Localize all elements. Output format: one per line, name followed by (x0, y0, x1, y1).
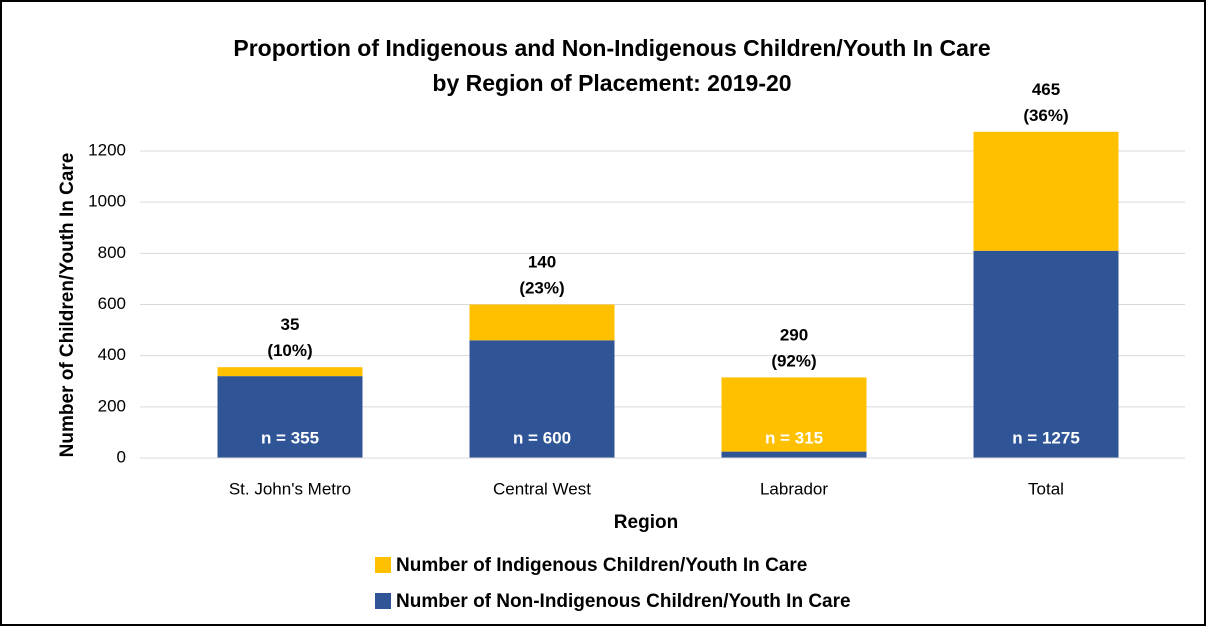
y-tick-label: 600 (98, 294, 126, 313)
x-tick-label: Central West (493, 479, 591, 498)
data-label: 35 (10%) (267, 316, 312, 361)
legend-swatch (375, 593, 391, 609)
bar-segment (469, 304, 615, 341)
legend-swatch (375, 557, 391, 573)
y-tick-label: 800 (98, 243, 126, 262)
y-axis-label: Number of Children/Youth In Care (57, 153, 78, 458)
y-tick-label: 1000 (88, 192, 126, 211)
data-label: 290 (92%) (771, 326, 816, 371)
y-tick-label: 400 (98, 345, 126, 364)
y-tick-label: 0 (117, 447, 126, 466)
bar-segment (217, 367, 363, 377)
x-tick-label: Total (1028, 479, 1064, 498)
x-tick-label: Labrador (760, 479, 828, 498)
chart-title: Proportion of Indigenous and Non-Indigen… (233, 35, 990, 96)
bar-segment (217, 376, 363, 458)
total-label: n = 600 (513, 428, 571, 447)
bar-segment (973, 131, 1119, 251)
bar-segment (721, 377, 867, 452)
data-label: 140 (23%) (519, 253, 564, 298)
total-label: n = 315 (765, 428, 823, 447)
y-tick-label: 200 (98, 396, 126, 415)
x-axis-label: Region (614, 512, 678, 533)
legend-label: Number of Non-Indigenous Children/Youth … (396, 591, 851, 612)
bar-segment (721, 451, 867, 458)
y-tick-label: 1200 (88, 140, 126, 159)
total-label: n = 355 (261, 428, 319, 447)
x-tick-label: St. John's Metro (229, 479, 351, 498)
data-label: 465 (36%) (1023, 80, 1068, 125)
bar-segment (469, 340, 615, 458)
total-label: n = 1275 (1012, 428, 1080, 447)
bar-segment (973, 250, 1119, 458)
legend-label: Number of Indigenous Children/Youth In C… (396, 555, 807, 576)
